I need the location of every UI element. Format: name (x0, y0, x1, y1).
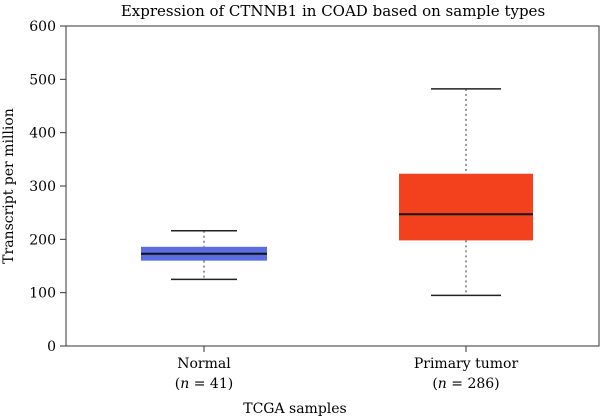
x-axis-categories: Normal(n = 41)Primary tumor(n = 286) (175, 346, 519, 392)
box-primary-tumor (399, 88, 533, 297)
y-tick-label: 200 (29, 232, 56, 248)
y-axis-ticks: 0 100 200 300 400 500 600 (29, 19, 66, 355)
y-tick-label: 100 (29, 286, 56, 302)
count-rest: = 41) (189, 376, 233, 392)
chart-title: Expression of CTNNB1 in COAD based on sa… (121, 2, 545, 20)
count-n: n (438, 376, 447, 392)
boxes-layer (141, 88, 533, 297)
count-rest: = 286) (447, 376, 500, 392)
y-tick-label: 300 (29, 179, 56, 195)
count-open: ( (432, 376, 437, 392)
y-tick-label: 400 (29, 126, 56, 142)
y-tick-label: 600 (29, 19, 56, 35)
y-tick-label: 500 (29, 72, 56, 88)
x-category-count: (n = 41) (175, 376, 233, 392)
x-category-label: Normal (177, 356, 231, 372)
count-n: n (180, 376, 189, 392)
x-category-label: Primary tumor (414, 356, 519, 372)
box-body (399, 173, 533, 241)
box-normal (141, 230, 267, 281)
count-open: ( (175, 376, 180, 392)
x-axis-label: TCGA samples (243, 401, 347, 417)
y-tick-label: 0 (47, 339, 56, 355)
y-axis-label: Transcript per million (1, 108, 17, 264)
x-category-count: (n = 286) (432, 376, 499, 392)
